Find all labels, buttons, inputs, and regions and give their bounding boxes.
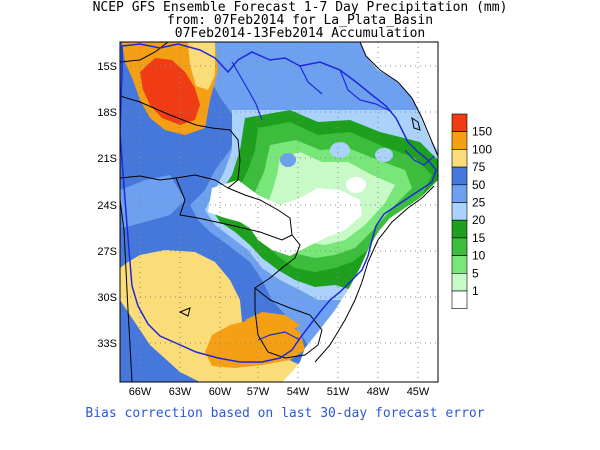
lat-tick-label: 21S (97, 153, 117, 165)
legend-label: 25 (472, 196, 486, 210)
legend-swatch (451, 113, 468, 133)
legend-label: 10 (472, 249, 486, 263)
precip-spot-0 (346, 177, 366, 193)
legend-swatch (451, 255, 468, 274)
lon-tick-label: 48W (367, 386, 390, 398)
color-legend: 150 100 75 50 25 20 15 10 5 1 (451, 113, 492, 310)
lon-tick-label: 60W (209, 386, 232, 398)
legend-label: 15 (472, 231, 486, 245)
legend-swatch (451, 166, 468, 186)
basin-boundary (120, 43, 437, 363)
bias-correction-note: Bias correction based on last 30-day for… (85, 406, 485, 421)
lat-tick-label: 33S (97, 338, 117, 350)
border-coastline-north (359, 42, 438, 157)
basin-rivers (231, 61, 435, 341)
title-line-3: 07Feb2014-13Feb2014 Accumulation (174, 26, 426, 41)
legend-swatch (451, 219, 468, 239)
precip-band-100-south-b (245, 312, 300, 332)
lon-tick-label: 54W (287, 386, 310, 398)
precip-band-25-west (120, 175, 185, 228)
legend-swatch (451, 131, 468, 150)
border-argentina-brazil (254, 234, 301, 289)
border-uruguay (254, 286, 323, 359)
country-borders (120, 42, 438, 382)
title-line-2: from: 07Feb2014 for La_Plata_Basin (166, 13, 434, 28)
lake-argentina (178, 307, 191, 317)
border-bolivia-paraguay (175, 174, 229, 189)
lon-tick-label: 51W (327, 386, 350, 398)
lat-tick-label: 27S (97, 246, 117, 258)
precip-spot-20 (330, 142, 350, 158)
graticule (120, 42, 438, 382)
longitude-labels: 66W 63W 60W 57W 54W 51W 48W 45W (129, 386, 430, 398)
lon-tick-label: 57W (247, 386, 270, 398)
precip-field (120, 42, 438, 382)
precip-spot-20-b (375, 148, 393, 162)
border-chile-argentina (120, 199, 133, 382)
lat-tick-label: 18S (97, 107, 117, 119)
legend-label: 100 (472, 142, 492, 156)
title-line-1: NCEP GFS Ensemble Forecast 1-7 Day Preci… (92, 0, 508, 15)
ocean-mask (282, 180, 438, 382)
island (411, 116, 421, 131)
lon-tick-label: 66W (129, 386, 152, 398)
lon-tick-label: 45W (407, 386, 430, 398)
legend-swatch (451, 149, 468, 168)
precip-band-50-south (120, 300, 200, 382)
lat-tick-label: 24S (97, 200, 117, 212)
legend-label: 75 (472, 160, 486, 174)
legend-label: 20 (472, 213, 486, 227)
legend-label: 50 (472, 178, 486, 192)
lon-tick-label: 63W (169, 386, 192, 398)
latitude-labels: 15S 18S 21S 24S 27S 30S 33S (97, 61, 117, 350)
border-argentina-bolivia (120, 175, 177, 181)
legend-label: 1 (472, 284, 479, 298)
legend-label: 5 (472, 266, 479, 280)
border-paraguay-argentina (175, 177, 293, 241)
legend-swatch (451, 290, 468, 310)
legend-label: 150 (472, 125, 492, 139)
border-paraguay-brazil (227, 187, 293, 236)
legend-swatch (451, 184, 468, 203)
legend-swatch (451, 237, 468, 256)
map-frame (119, 41, 439, 383)
border-coastline (314, 185, 435, 363)
precip-band-0 (208, 180, 362, 256)
precip-spot-25 (280, 153, 296, 167)
legend-swatch (451, 202, 468, 221)
lat-tick-label: 30S (97, 292, 117, 304)
border-bolivia-brazil (120, 95, 241, 189)
legend-swatch (451, 272, 468, 292)
lat-tick-label: 15S (97, 61, 117, 73)
